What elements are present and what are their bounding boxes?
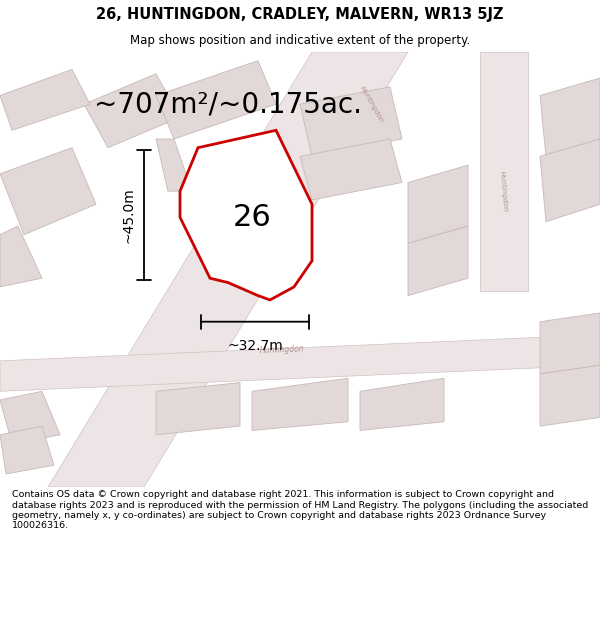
Polygon shape: [540, 78, 600, 156]
Polygon shape: [360, 378, 444, 431]
Polygon shape: [180, 130, 312, 300]
Polygon shape: [540, 313, 600, 374]
Text: Map shows position and indicative extent of the property.: Map shows position and indicative extent…: [130, 34, 470, 47]
Text: Huntingdon: Huntingdon: [359, 85, 385, 124]
Polygon shape: [408, 226, 468, 296]
Text: ~45.0m: ~45.0m: [121, 188, 135, 243]
Text: Huntingdon: Huntingdon: [499, 171, 509, 212]
Polygon shape: [540, 365, 600, 426]
Polygon shape: [156, 61, 276, 139]
Polygon shape: [540, 139, 600, 222]
Text: Contains OS data © Crown copyright and database right 2021. This information is : Contains OS data © Crown copyright and d…: [12, 490, 588, 531]
Polygon shape: [300, 87, 402, 156]
Polygon shape: [156, 382, 240, 435]
Text: Huntingdon: Huntingdon: [259, 345, 305, 355]
Polygon shape: [0, 426, 54, 474]
Polygon shape: [156, 139, 192, 191]
Text: ~707m²/~0.175ac.: ~707m²/~0.175ac.: [94, 90, 362, 118]
Polygon shape: [408, 165, 468, 243]
Polygon shape: [252, 378, 348, 431]
Polygon shape: [0, 226, 42, 287]
Polygon shape: [84, 74, 180, 148]
Polygon shape: [0, 69, 90, 130]
Polygon shape: [0, 148, 96, 235]
Polygon shape: [0, 335, 600, 391]
Text: 26, HUNTINGDON, CRADLEY, MALVERN, WR13 5JZ: 26, HUNTINGDON, CRADLEY, MALVERN, WR13 5…: [96, 7, 504, 22]
Polygon shape: [300, 139, 402, 200]
Text: ~32.7m: ~32.7m: [227, 339, 283, 353]
Text: 26: 26: [233, 202, 271, 232]
Polygon shape: [48, 52, 408, 487]
Polygon shape: [480, 52, 528, 291]
Polygon shape: [0, 391, 60, 444]
